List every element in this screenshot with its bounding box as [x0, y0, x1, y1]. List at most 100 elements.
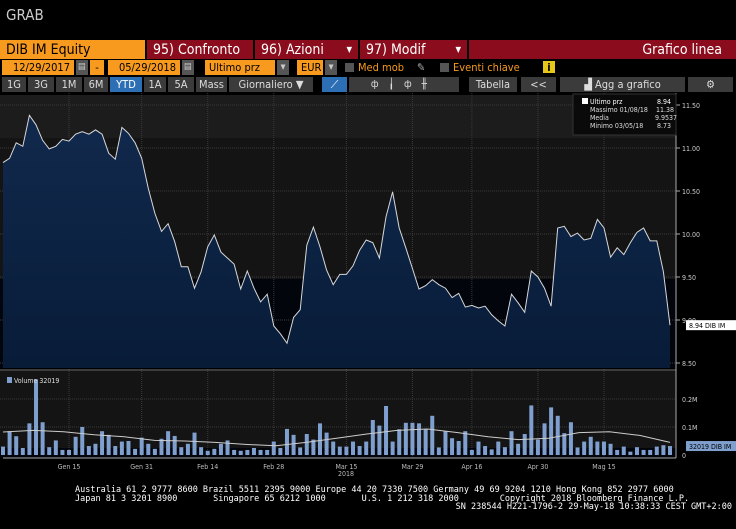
- legend-last-value: 8.94: [657, 98, 671, 106]
- volume-bar: [278, 448, 283, 455]
- table-button[interactable]: Tabella: [469, 77, 517, 92]
- volume-bar: [324, 432, 329, 455]
- volume-bar: [436, 447, 441, 455]
- volume-bar: [60, 449, 65, 455]
- volume-bar: [7, 431, 12, 455]
- period-button-1g[interactable]: 1G: [2, 77, 26, 92]
- line-chart-icon[interactable]: ⟋: [322, 77, 347, 92]
- volume-bar: [648, 449, 653, 455]
- start-date-input[interactable]: 12/29/2017: [2, 60, 74, 75]
- currency-select[interactable]: EUR: [297, 60, 323, 75]
- x-tick-label: Feb 14: [197, 463, 218, 471]
- volume-bar: [621, 446, 626, 455]
- legend-low-value: 8.73: [657, 122, 671, 130]
- volume-bar: [34, 379, 39, 455]
- volume-bar: [522, 434, 527, 455]
- volume-bar: [529, 405, 534, 455]
- volume-bar: [331, 441, 336, 455]
- security-label: DIB IM Equity: [6, 41, 91, 58]
- volume-bar: [133, 448, 138, 455]
- volume-bar: [1, 446, 5, 455]
- key-events-checkbox[interactable]: [440, 63, 449, 72]
- volume-bar: [443, 431, 448, 455]
- volume-bar: [284, 428, 289, 455]
- volume-tick-label: 0.1M: [682, 424, 697, 432]
- volume-bar: [113, 446, 118, 455]
- volume-bar: [496, 441, 501, 455]
- volume-bar: [106, 434, 111, 455]
- pencil-icon[interactable]: ✎: [417, 61, 426, 74]
- volume-bar: [192, 432, 197, 455]
- volume-bar: [351, 441, 356, 455]
- volume-bar: [417, 423, 422, 455]
- volume-bar: [139, 437, 144, 455]
- volume-bar: [568, 422, 573, 455]
- volume-bar: [67, 449, 72, 455]
- volume-bar: [390, 441, 395, 455]
- volume-bar: [152, 448, 157, 455]
- volume-bar: [304, 434, 309, 455]
- volume-swatch: [7, 377, 12, 383]
- period-button-ytd[interactable]: YTD: [110, 77, 142, 92]
- volume-bar: [476, 441, 481, 455]
- price-line: [2, 114, 671, 345]
- volume-bar: [450, 438, 455, 455]
- x-tick-label: Gen 15: [58, 463, 81, 471]
- price-tick-label: 10.00: [682, 231, 700, 239]
- period-button-5a[interactable]: 5A: [168, 77, 194, 92]
- volume-bar: [20, 448, 25, 455]
- chart-add-icon: ▟: [584, 78, 595, 91]
- volume-bar: [364, 441, 369, 455]
- price-volume-chart: 8.509.009.5010.0010.5011.0011.5000.1M0.2…: [0, 93, 736, 478]
- info-icon[interactable]: i: [543, 61, 555, 74]
- edit-menu[interactable]: 97) Modif ▼: [360, 40, 467, 59]
- period-button-3g[interactable]: 3G: [28, 77, 54, 92]
- field-select[interactable]: Ultimo prz: [205, 60, 275, 75]
- add-to-chart-button[interactable]: ▟ Agg a grafico: [560, 77, 685, 92]
- end-date-input[interactable]: 05/29/2018: [108, 60, 180, 75]
- volume-bar: [582, 441, 587, 455]
- volume-bar: [469, 449, 474, 455]
- x-tick-label: Feb 28: [263, 463, 284, 471]
- period-button-6m[interactable]: 6M: [84, 77, 108, 92]
- calendar-icon[interactable]: ▤: [76, 60, 88, 75]
- actions-menu[interactable]: 96) Azioni ▼: [255, 40, 358, 59]
- legend-high-value: 11.38: [656, 106, 674, 114]
- legend-last-label: Ultimo prz: [590, 98, 623, 106]
- year-label: 2018: [338, 470, 354, 478]
- security-field[interactable]: DIB IM Equity: [0, 40, 145, 59]
- volume-bar: [403, 422, 408, 455]
- x-tick-label: Mar 15: [335, 463, 357, 471]
- compare-button[interactable]: 95) Confronto: [147, 40, 253, 59]
- volume-bar: [555, 415, 560, 455]
- settings-gear-icon[interactable]: ⚙: [688, 77, 733, 92]
- frequency-select[interactable]: Giornaliero ▼: [229, 77, 313, 92]
- last-volume-tag: [686, 441, 736, 452]
- price-tick-label: 11.00: [682, 145, 700, 153]
- volume-bar: [80, 427, 85, 455]
- price-tick-label: 9.50: [682, 274, 696, 282]
- moving-avg-checkbox[interactable]: [345, 63, 354, 72]
- period-button-1m[interactable]: 1M: [56, 77, 82, 92]
- volume-bar: [628, 451, 633, 455]
- chevron-down-icon[interactable]: ▼: [325, 60, 337, 75]
- volume-bar: [291, 434, 296, 455]
- last-volume-tag-label: 32019 DIB IM: [689, 443, 731, 451]
- x-tick-label: Mag 15: [592, 463, 615, 471]
- chevron-down-icon[interactable]: ▼: [277, 60, 289, 75]
- volume-bar: [344, 446, 349, 455]
- volume-bar: [654, 446, 659, 455]
- window-title: GRAB: [6, 6, 44, 24]
- price-tick-label: 11.50: [682, 102, 700, 110]
- volume-bar: [489, 449, 494, 455]
- footer-contacts-1: Australia 61 2 9777 8600 Brazil 5511 239…: [75, 485, 674, 495]
- chart-style-icons[interactable]: ф╽ф╫: [349, 77, 459, 92]
- volume-bar: [410, 422, 415, 455]
- period-button-1a[interactable]: 1A: [144, 77, 166, 92]
- volume-bar: [172, 435, 177, 455]
- collapse-button[interactable]: <<: [521, 77, 556, 92]
- period-button-mass[interactable]: Mass: [196, 77, 227, 92]
- volume-bar: [483, 446, 488, 455]
- chart-type-label: Grafico linea: [642, 41, 722, 58]
- calendar-icon[interactable]: ▤: [182, 60, 194, 75]
